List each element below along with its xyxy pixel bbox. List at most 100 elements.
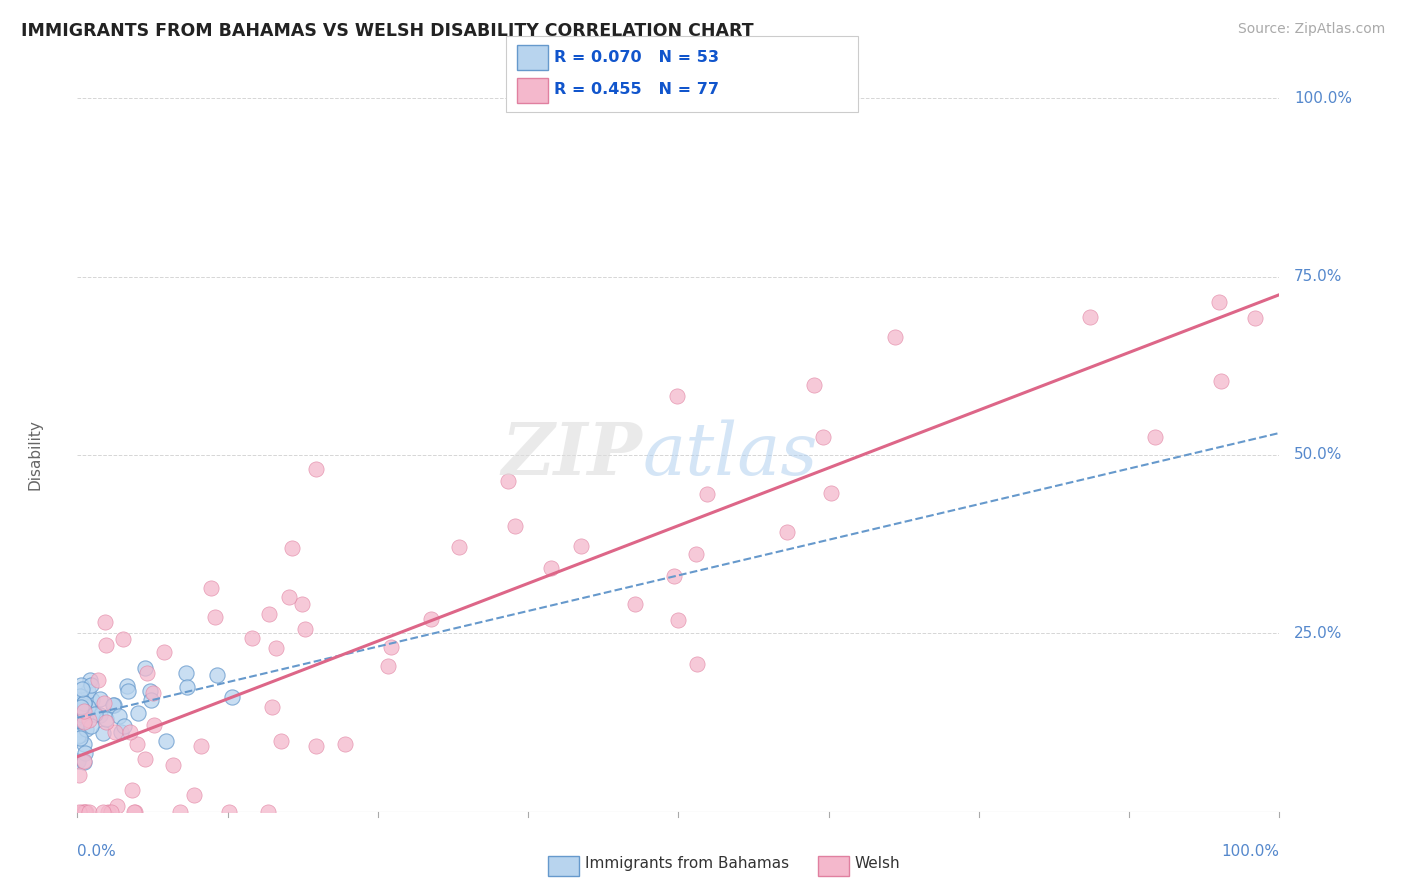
Point bbox=[1209, 374, 1232, 388]
Point bbox=[120, 724, 142, 739]
Point bbox=[72, 696, 94, 710]
Point bbox=[73, 714, 96, 729]
Point bbox=[83, 706, 105, 721]
Point bbox=[221, 690, 243, 704]
Point bbox=[205, 668, 228, 682]
Text: R = 0.070   N = 53: R = 0.070 N = 53 bbox=[554, 50, 718, 64]
Point bbox=[101, 698, 124, 712]
Point bbox=[291, 597, 314, 611]
Point bbox=[1078, 310, 1101, 325]
Point bbox=[183, 788, 205, 802]
Point bbox=[69, 731, 91, 746]
Text: Welsh: Welsh bbox=[855, 856, 900, 871]
Text: 50.0%: 50.0% bbox=[1294, 448, 1343, 462]
Point bbox=[69, 693, 91, 707]
Point bbox=[380, 640, 402, 654]
Point bbox=[162, 758, 184, 772]
Point bbox=[89, 708, 111, 723]
Point bbox=[96, 714, 118, 729]
Point bbox=[305, 462, 328, 476]
Point bbox=[121, 782, 143, 797]
Point bbox=[496, 474, 519, 488]
Text: atlas: atlas bbox=[643, 419, 818, 491]
Point bbox=[240, 631, 263, 645]
Point bbox=[108, 709, 131, 723]
Point bbox=[1208, 295, 1230, 310]
Point bbox=[103, 698, 125, 713]
Point bbox=[127, 706, 149, 721]
Text: Immigrants from Bahamas: Immigrants from Bahamas bbox=[585, 856, 789, 871]
Point bbox=[204, 610, 226, 624]
Point bbox=[73, 704, 96, 718]
Point bbox=[80, 719, 103, 733]
Point bbox=[142, 686, 165, 700]
Point bbox=[136, 665, 159, 680]
Point bbox=[72, 708, 94, 723]
Point bbox=[73, 746, 96, 760]
Point bbox=[264, 640, 287, 655]
Point bbox=[94, 638, 117, 652]
Point bbox=[66, 722, 89, 736]
Point bbox=[811, 430, 834, 444]
Point bbox=[117, 684, 139, 698]
Point bbox=[97, 805, 120, 819]
Point bbox=[82, 707, 104, 722]
Point bbox=[70, 681, 93, 696]
Point bbox=[305, 739, 328, 753]
Point bbox=[77, 684, 100, 698]
Point bbox=[218, 805, 240, 819]
Point bbox=[69, 728, 91, 742]
Text: Source: ZipAtlas.com: Source: ZipAtlas.com bbox=[1237, 22, 1385, 37]
Point bbox=[124, 805, 146, 819]
Point bbox=[685, 547, 707, 561]
Point bbox=[79, 673, 101, 687]
Point bbox=[70, 714, 93, 729]
Point bbox=[69, 690, 91, 704]
Point bbox=[281, 541, 304, 555]
Point bbox=[66, 729, 89, 743]
Point bbox=[1244, 311, 1267, 326]
Point bbox=[70, 699, 93, 714]
Point bbox=[91, 805, 114, 819]
Point bbox=[141, 692, 163, 706]
Point bbox=[75, 722, 97, 736]
Text: 25.0%: 25.0% bbox=[1294, 626, 1343, 640]
Point bbox=[176, 680, 198, 694]
Point bbox=[87, 673, 110, 687]
Point bbox=[91, 726, 114, 740]
Point bbox=[666, 388, 689, 402]
Point bbox=[117, 679, 139, 693]
Point bbox=[110, 724, 132, 739]
Point bbox=[72, 805, 94, 819]
Point bbox=[696, 487, 718, 501]
Text: 75.0%: 75.0% bbox=[1294, 269, 1343, 284]
Point bbox=[420, 612, 443, 626]
Point bbox=[503, 518, 526, 533]
Point bbox=[73, 754, 96, 768]
Point bbox=[686, 657, 709, 672]
Point bbox=[73, 706, 96, 720]
Point bbox=[76, 805, 98, 819]
Point bbox=[125, 737, 148, 751]
Point bbox=[122, 805, 145, 819]
Point bbox=[73, 755, 96, 769]
Text: Disability: Disability bbox=[28, 419, 42, 491]
Point bbox=[73, 713, 96, 727]
Point bbox=[277, 590, 299, 604]
Point bbox=[883, 330, 905, 344]
Point bbox=[72, 703, 94, 717]
Point bbox=[77, 713, 100, 727]
Point bbox=[668, 613, 690, 627]
Point bbox=[70, 714, 93, 729]
Point bbox=[96, 712, 118, 726]
Point bbox=[447, 540, 470, 554]
Point bbox=[94, 615, 117, 629]
Point bbox=[79, 678, 101, 692]
Point bbox=[69, 678, 91, 692]
Point bbox=[294, 622, 316, 636]
Point bbox=[569, 539, 592, 553]
Point bbox=[257, 805, 280, 819]
Point bbox=[73, 805, 96, 819]
Point bbox=[776, 525, 799, 540]
Point bbox=[176, 666, 198, 681]
